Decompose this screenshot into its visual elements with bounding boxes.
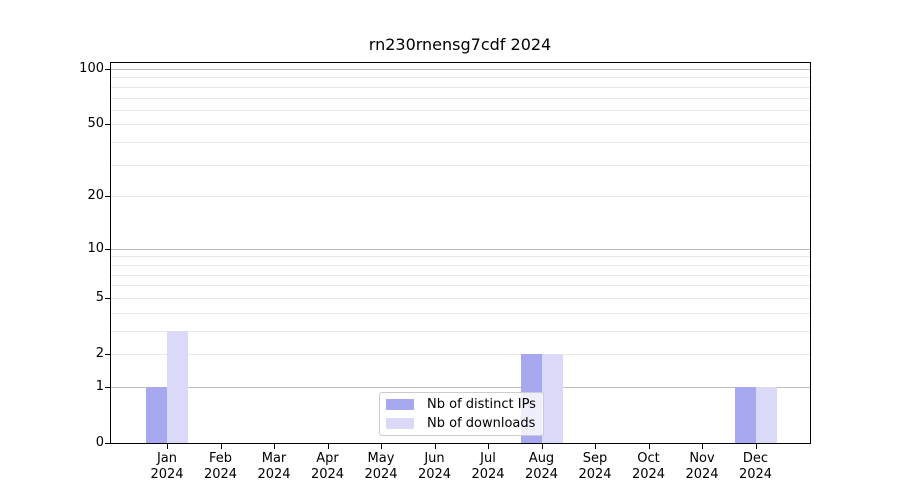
x-tick-label: Jun 2024 — [417, 451, 452, 482]
gridline-minor — [111, 330, 810, 332]
gridline-minor — [111, 86, 810, 88]
y-tick — [105, 297, 110, 299]
x-tick-label: Feb 2024 — [203, 451, 238, 482]
bar-distinct-ips-dec-2024 — [734, 386, 756, 443]
axis-bottom — [110, 443, 811, 444]
x-tick-label: Jul 2024 — [471, 451, 505, 482]
axis-top — [110, 62, 811, 63]
x-tick-label: Jan 2024 — [150, 451, 184, 482]
gridline-minor — [111, 124, 810, 126]
x-tick-label: May 2024 — [364, 451, 398, 482]
gridline-minor — [111, 274, 810, 276]
legend-item-distinct-ips: Nb of distinct IPs — [386, 396, 537, 414]
y-tick — [105, 248, 110, 250]
x-tick-label: Dec 2024 — [738, 451, 773, 482]
y-tick — [105, 354, 110, 355]
x-tick — [381, 444, 382, 449]
y-tick-label: 2 — [95, 346, 104, 361]
x-tick-label: Mar 2024 — [257, 451, 291, 482]
bar-downloads-aug-2024 — [541, 354, 563, 443]
x-tick — [755, 444, 757, 449]
x-tick — [220, 444, 222, 449]
gridline-minor — [111, 312, 810, 314]
chart-title: rn230rnensg7cdf 2024 — [368, 35, 552, 54]
legend-swatch-downloads — [386, 417, 414, 429]
gridline-minor — [111, 297, 810, 299]
x-tick-label: Aug 2024 — [524, 451, 559, 482]
x-tick — [274, 444, 275, 449]
x-tick — [434, 444, 436, 449]
legend-label-downloads: Nb of downloads — [427, 415, 536, 431]
x-tick — [648, 444, 650, 449]
x-tick — [488, 444, 489, 449]
y-tick — [105, 124, 110, 126]
x-tick — [541, 444, 543, 449]
gridline-minor — [111, 164, 810, 166]
legend-label-distinct-ips: Nb of distinct IPs — [427, 397, 536, 413]
y-tick-label: 10 — [87, 240, 104, 256]
y-tick-label: 5 — [95, 289, 104, 305]
y-tick-label: 20 — [87, 188, 104, 204]
y-tick-label: 0 — [95, 435, 104, 450]
y-tick — [105, 196, 110, 198]
x-tick-label: Apr 2024 — [310, 451, 345, 482]
gridline-minor — [111, 354, 810, 355]
gridline-major — [111, 248, 810, 250]
x-tick-label: Nov 2024 — [685, 451, 719, 482]
y-tick-label: 1 — [95, 378, 104, 394]
gridline-minor — [111, 97, 810, 99]
gridline-major — [111, 69, 810, 70]
gridline-minor — [111, 256, 810, 258]
bar-distinct-ips-jan-2024 — [146, 386, 167, 443]
y-tick — [105, 386, 110, 388]
x-tick-label: Sep 2024 — [578, 451, 612, 482]
gridline-minor — [111, 142, 810, 144]
y-tick-label: 50 — [87, 116, 104, 132]
axis-right — [810, 62, 811, 444]
x-tick — [702, 444, 703, 449]
gridline-minor — [111, 196, 810, 198]
gridline-major — [111, 386, 810, 388]
gridline-minor — [111, 77, 810, 79]
legend: Nb of distinct IPs Nb of downloads — [379, 392, 544, 436]
gridline-minor — [111, 285, 810, 287]
x-tick — [595, 444, 596, 449]
bar-downloads-jan-2024 — [167, 330, 188, 443]
x-tick — [167, 444, 168, 449]
legend-item-downloads: Nb of downloads — [386, 414, 537, 432]
axis-left — [110, 62, 111, 444]
bar-downloads-dec-2024 — [755, 386, 777, 443]
legend-swatch-distinct-ips — [386, 399, 414, 411]
x-tick — [327, 444, 329, 449]
x-tick-label: Oct 2024 — [631, 451, 666, 482]
gridline-minor — [111, 264, 810, 266]
y-tick-label: 100 — [79, 61, 104, 76]
y-tick — [105, 443, 110, 444]
gridline-minor — [111, 109, 810, 111]
y-tick — [105, 69, 110, 70]
